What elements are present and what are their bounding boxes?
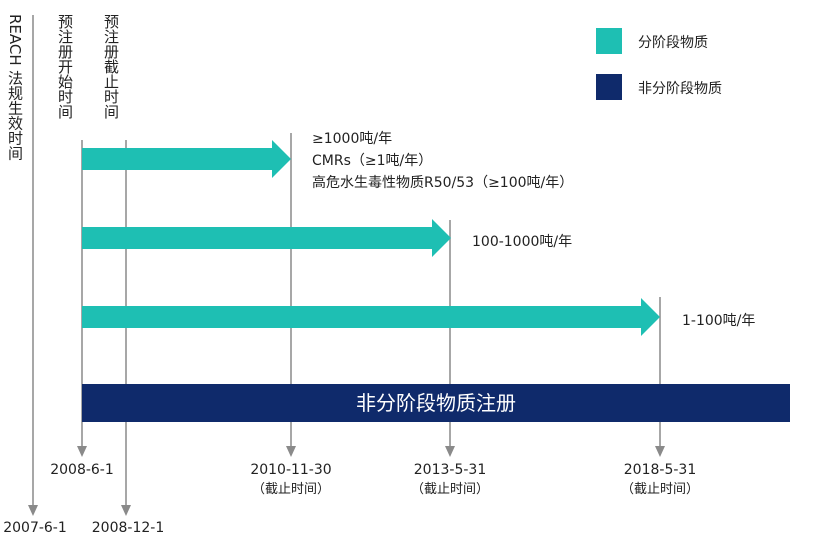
phase-arrow-1 — [82, 140, 291, 178]
deadline-2013-arrowhead — [445, 446, 455, 457]
tier1-label-1: ≥1000吨/年 — [312, 131, 393, 147]
legend-swatch-non-phase-in — [596, 74, 622, 100]
date-2010-11-30: 2010-11-30 （截止时间） — [246, 462, 336, 497]
date-2013-sub: （截止时间） — [410, 482, 489, 497]
non-phase-in-banner-bg — [82, 384, 790, 422]
date-2010-sub: （截止时间） — [251, 482, 330, 497]
date-2013-value: 2013-5-31 — [413, 462, 487, 478]
tier3-label: 1-100吨/年 — [682, 313, 756, 329]
non-phase-in-banner-label: 非分阶段物质注册 — [356, 391, 516, 415]
reach-effective-label: REACH 法规生效时间 — [6, 14, 24, 161]
pre-registration-start-label: 预注册开始时间 — [56, 14, 74, 119]
date-2010-value: 2010-11-30 — [250, 462, 332, 478]
pre-registration-end-label: 预注册截止时间 — [102, 14, 120, 119]
tier2-label: 100-1000吨/年 — [472, 234, 573, 250]
deadline-2010-arrowhead — [286, 446, 296, 457]
date-2013-5-31: 2013-5-31 （截止时间） — [405, 462, 495, 497]
tier1-label-2: CMRs（≥1吨/年） — [312, 153, 433, 169]
tier1-label-3: 高危水生毒性物质R50/53（≥100吨/年） — [312, 175, 574, 191]
date-2018-sub: （截止时间） — [620, 482, 699, 497]
legend-swatch-phase-in — [596, 28, 622, 54]
pre-start-arrowhead — [77, 446, 87, 457]
date-2018-5-31: 2018-5-31 （截止时间） — [615, 462, 705, 497]
date-2008-12-1: 2008-12-1 — [91, 520, 165, 536]
legend-label-non-phase-in: 非分阶段物质 — [638, 81, 722, 97]
legend-label-phase-in: 分阶段物质 — [638, 35, 708, 51]
date-2007-6-1: 2007-6-1 — [3, 520, 67, 536]
reach-arrowhead — [28, 505, 38, 516]
phase-arrow-2 — [82, 219, 451, 257]
phase-arrow-3 — [82, 298, 660, 336]
deadline-2018-arrowhead — [655, 446, 665, 457]
date-2008-6-1: 2008-6-1 — [50, 462, 114, 478]
pre-end-arrowhead — [121, 505, 131, 516]
date-2018-value: 2018-5-31 — [623, 462, 697, 478]
